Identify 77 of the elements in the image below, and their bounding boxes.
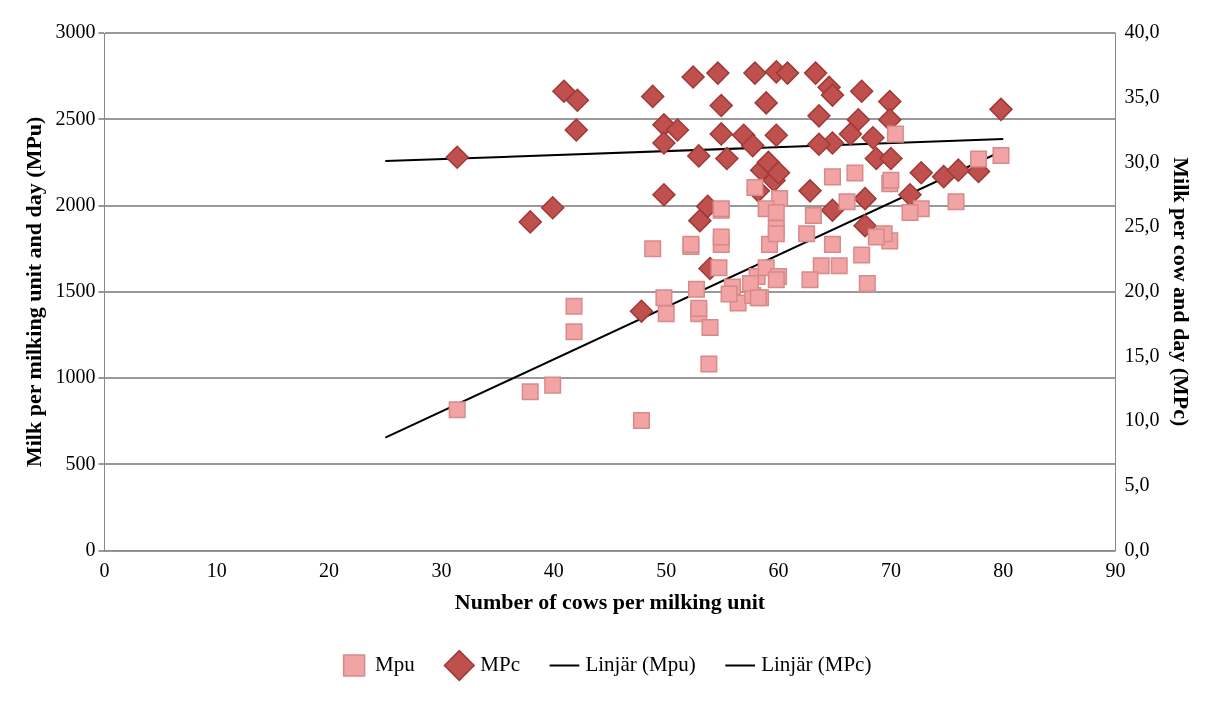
point [715, 146, 739, 171]
point [838, 122, 863, 146]
x-tick-label: 10 [206, 558, 227, 581]
y-tick-label: 3000 [55, 20, 96, 43]
y2-tick-label: 35,0 [1124, 84, 1160, 107]
y2-tick-label: 5,0 [1124, 473, 1150, 496]
point [878, 107, 902, 132]
point [652, 183, 676, 207]
point [846, 107, 871, 132]
x-tick-label: 50 [656, 558, 677, 581]
point [807, 104, 831, 128]
point [766, 161, 791, 185]
x-tick-label: 60 [768, 558, 789, 581]
y-tick-label: 0 [85, 537, 96, 560]
y2-tick-label: 30,0 [1124, 149, 1160, 172]
point [853, 214, 877, 238]
point [764, 123, 789, 147]
x-tick-label: 30 [431, 558, 452, 581]
legend-label: Mpu [375, 652, 416, 677]
point [629, 299, 654, 323]
point [775, 61, 800, 85]
point [798, 179, 822, 203]
point [687, 144, 711, 168]
legend-label: Linjär (MPc) [761, 652, 872, 677]
point [652, 131, 676, 155]
y2-tick-label: 15,0 [1124, 343, 1160, 366]
point [743, 61, 767, 85]
y-tick-label: 2000 [55, 192, 96, 215]
point [931, 164, 956, 189]
x-tick-label: 40 [543, 558, 564, 581]
point [861, 126, 885, 150]
point [849, 79, 874, 103]
x-tick-label: 0 [99, 558, 110, 581]
x-tick-label: 90 [1105, 558, 1126, 581]
point [665, 118, 690, 142]
y2-tick-label: 25,0 [1124, 214, 1160, 237]
point [879, 146, 903, 171]
x-tick-label: 80 [993, 558, 1014, 581]
x-axis-title: Number of cows per milking unit [454, 589, 766, 615]
x-tick-label: 20 [319, 558, 340, 581]
legend-label: Linjär (Mpu) [585, 652, 696, 677]
y2-tick-label: 0,0 [1124, 537, 1150, 560]
legend-label: MPc [480, 652, 520, 677]
point [909, 161, 933, 185]
y-tick-label: 1500 [55, 279, 96, 302]
point [688, 208, 712, 233]
point [853, 186, 877, 211]
point [445, 145, 469, 169]
point [989, 97, 1013, 122]
point [709, 93, 733, 118]
point [709, 122, 733, 146]
point [565, 88, 590, 113]
y-tick-label: 500 [65, 451, 96, 474]
point [552, 79, 576, 103]
point [820, 83, 845, 107]
y2-tick-label: 40,0 [1124, 20, 1160, 43]
point [754, 91, 778, 115]
y2-tick-label: 20,0 [1124, 279, 1160, 302]
y-tick-label: 2500 [55, 106, 96, 129]
point [681, 65, 705, 89]
y-axis-title: Milk per milking unit and day (MPu) [20, 116, 46, 468]
point [898, 183, 922, 207]
y2-axis-title: Milk per cow and day (MPc) [1169, 157, 1195, 427]
point [756, 150, 781, 175]
y-tick-label: 1000 [55, 365, 96, 388]
y2-tick-label: 10,0 [1124, 408, 1160, 431]
x-tick-label: 70 [880, 558, 901, 581]
point [820, 198, 845, 223]
point [807, 132, 831, 157]
point [564, 118, 589, 142]
point [518, 210, 542, 234]
point [706, 61, 730, 85]
point [740, 133, 765, 158]
point [803, 61, 828, 85]
point [946, 158, 971, 182]
point [540, 195, 565, 220]
point [640, 84, 665, 109]
